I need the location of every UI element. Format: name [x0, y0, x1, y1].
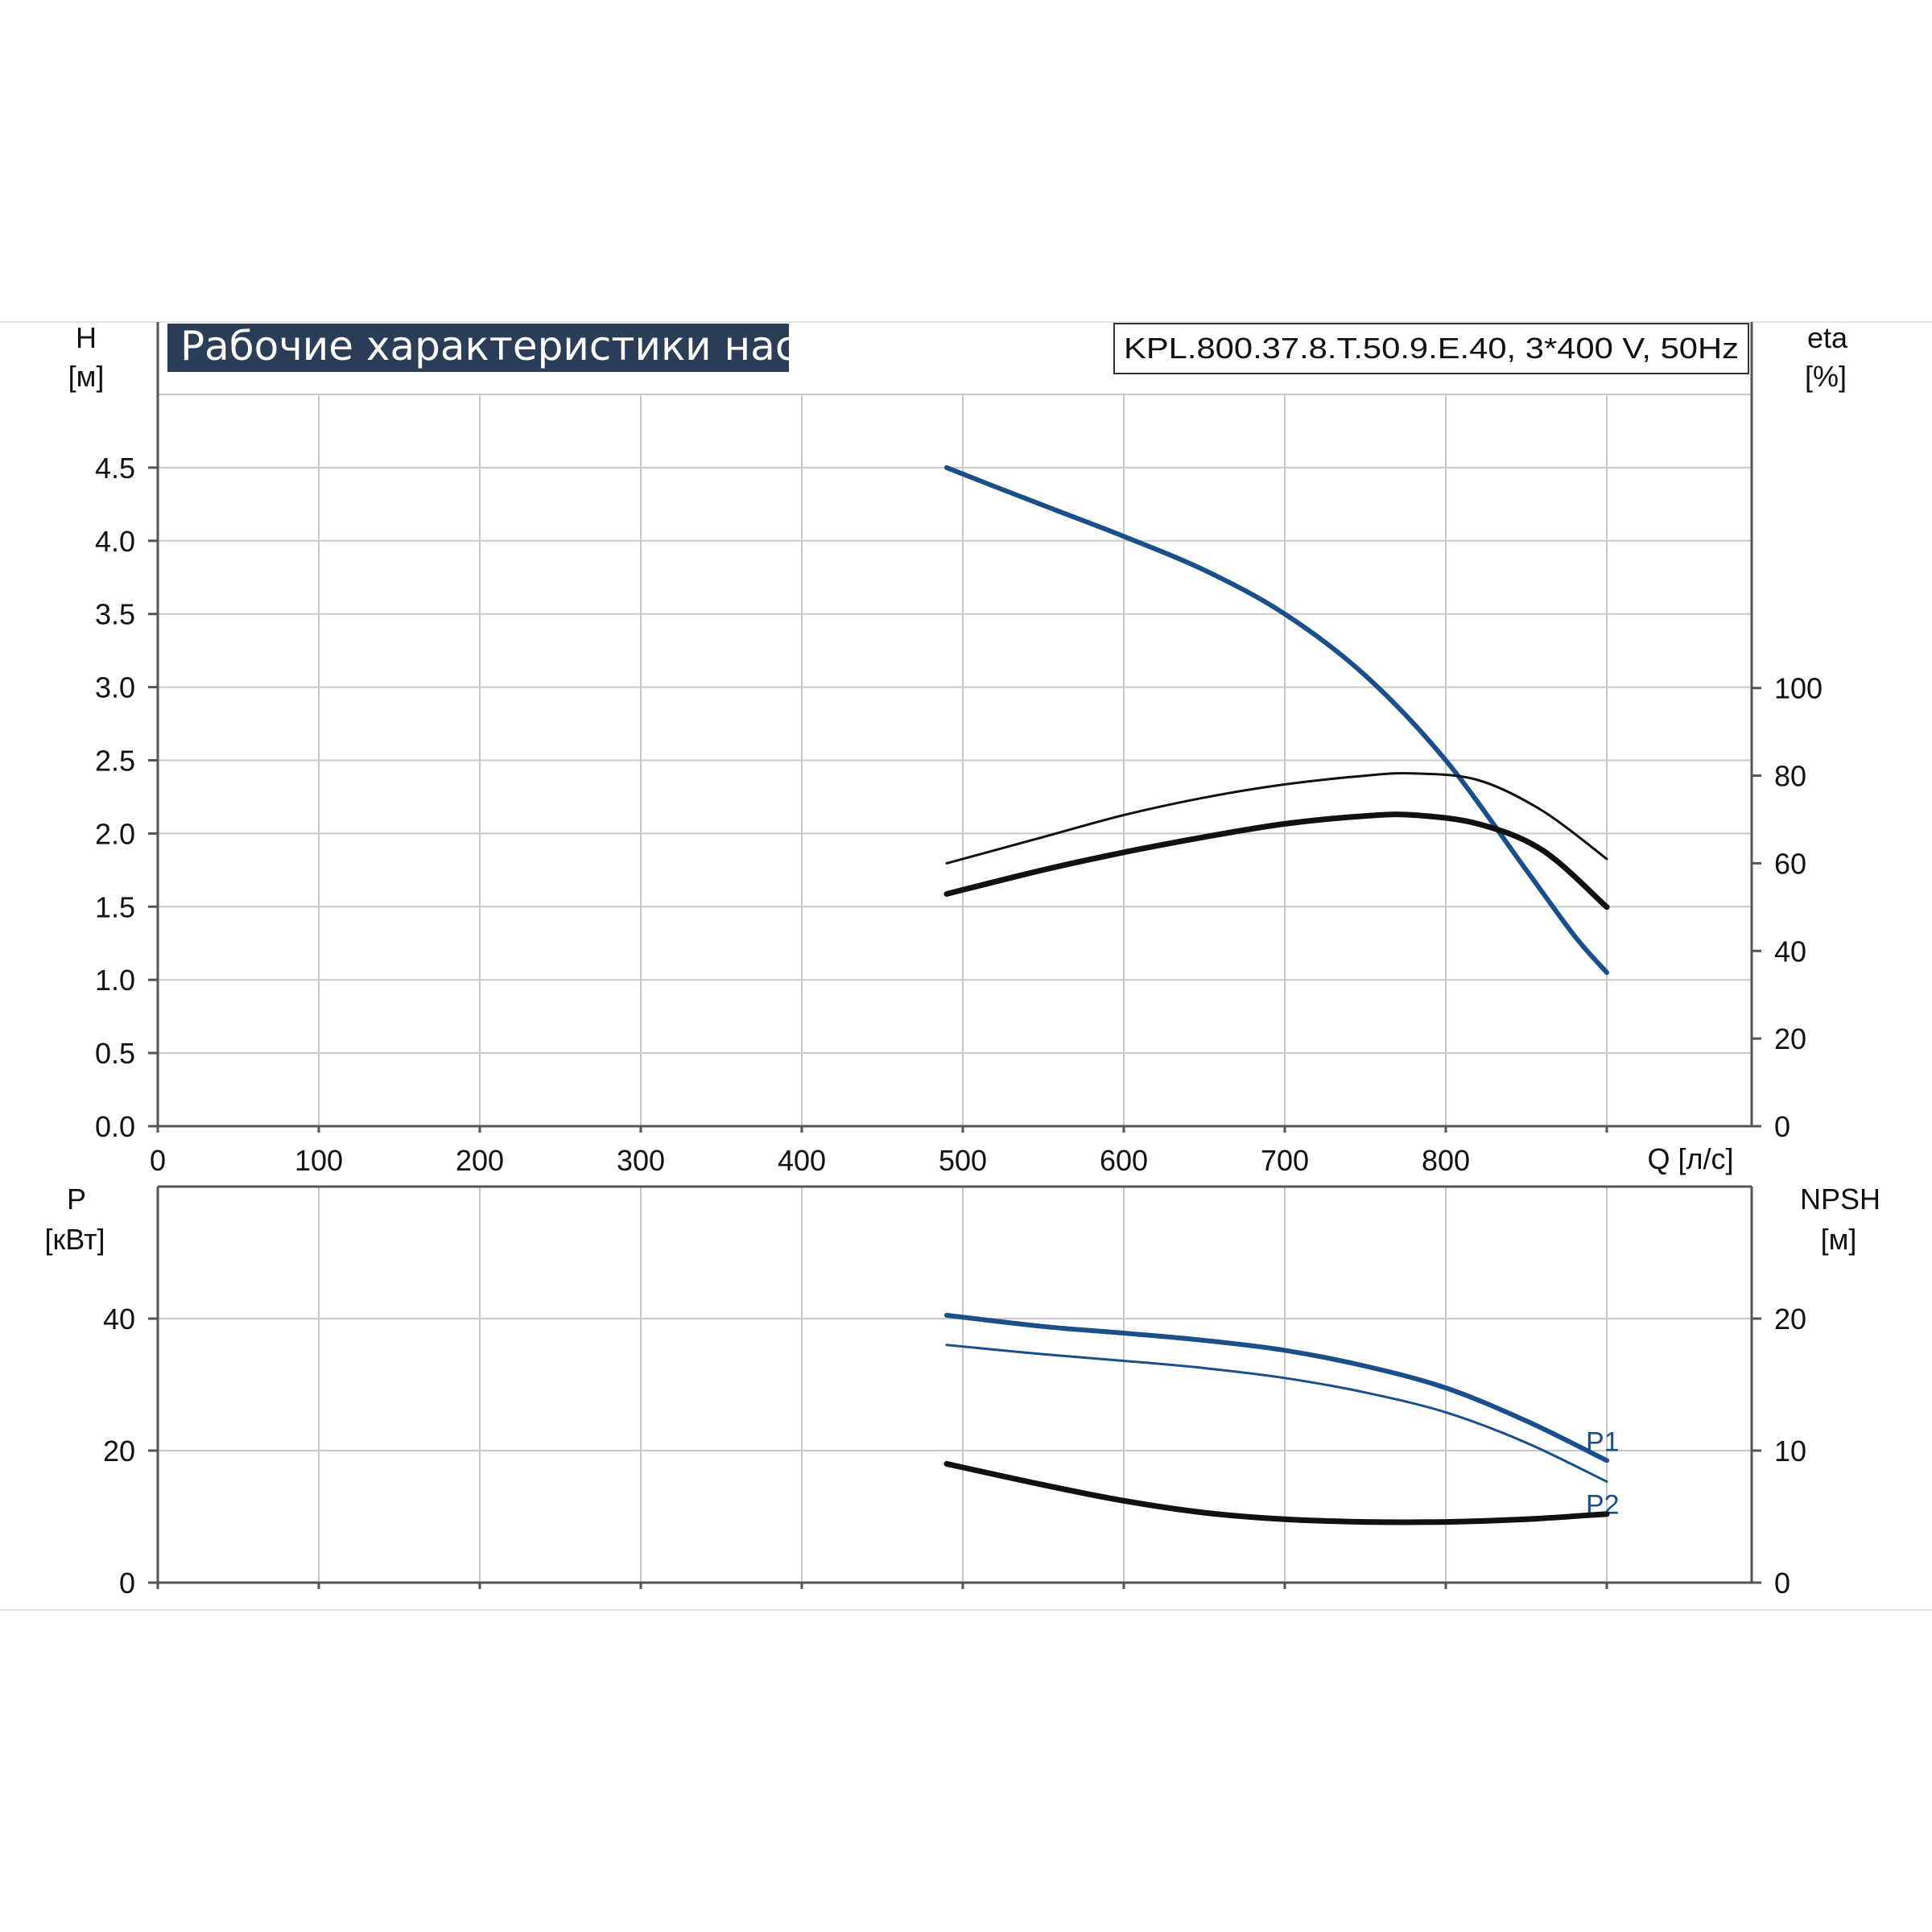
y-left-tick-label: 0 — [119, 1567, 135, 1600]
x-tick-label: 700 — [1261, 1144, 1309, 1177]
y-left-tick-label: 0.0 — [95, 1110, 135, 1143]
y-left-tick-label: 4.5 — [95, 452, 135, 485]
x-tick-label: 100 — [295, 1144, 343, 1177]
y-left-symbol-power: P — [67, 1183, 86, 1216]
y-left-tick-label: 2.0 — [95, 817, 135, 850]
y-left-symbol-head: H — [76, 321, 97, 354]
y-right-tick-label: 20 — [1774, 1302, 1806, 1335]
y-left-tick-label: 2.5 — [95, 745, 135, 778]
y-right-unit-eta: [%] — [1805, 360, 1847, 393]
head-efficiency-panel: 0.0 0.5 1.0 1.5 2.0 2.5 3.0 3.5 4.0 4.5 0 20 40 60 80 1… — [95, 322, 1823, 1177]
y-left-unit-head: [м] — [68, 360, 105, 393]
y-right-tick-label: 20 — [1774, 1022, 1806, 1055]
y-left-tick-label: 40 — [103, 1302, 135, 1335]
curve-label-p1: P1 — [1586, 1426, 1620, 1457]
y-right-tick-label: 60 — [1774, 847, 1806, 880]
x-tick-label: 300 — [617, 1144, 665, 1177]
y-right-tick-label: 40 — [1774, 935, 1806, 968]
y-right-tick-label: 80 — [1774, 760, 1806, 793]
y-left-tick-label: 1.0 — [95, 964, 135, 997]
x-axis-label: Q [л/с] — [1647, 1142, 1733, 1175]
y-right-tick-label: 100 — [1774, 672, 1823, 705]
head-curve — [944, 464, 1609, 976]
y-left-tick-label: 3.5 — [95, 598, 135, 631]
x-tick-label: 400 — [778, 1144, 826, 1177]
title-banner-background — [167, 324, 789, 372]
x-tick-label: 200 — [456, 1144, 504, 1177]
efficiency-curve-thick — [943, 811, 1610, 910]
power-curve-p2 — [945, 1344, 1608, 1483]
chart-title: Рабочие характеристики насоса — [180, 323, 869, 369]
y-right-tick-label: 0 — [1774, 1110, 1790, 1143]
x-tick-label: 800 — [1422, 1144, 1470, 1177]
y-right-tick-label: 10 — [1774, 1435, 1806, 1468]
x-tick-label: 600 — [1100, 1144, 1148, 1177]
efficiency-curve-thin — [945, 772, 1608, 865]
pump-model-label: KPL.800.37.8.T.50.9.E.40, 3*400 V, 50Hz — [1124, 332, 1739, 365]
y-right-unit-npsh: [м] — [1821, 1223, 1857, 1256]
x-tick-label: 500 — [939, 1144, 987, 1177]
title-banner: Рабочие характеристики насоса — [167, 323, 869, 372]
power-curve-p1 — [944, 1312, 1609, 1463]
model-box-frame — [1113, 323, 1749, 374]
y-left-unit-power: [кВт] — [44, 1223, 105, 1256]
y-right-symbol-npsh: NPSH — [1800, 1183, 1880, 1216]
y-right-symbol-eta: eta — [1807, 321, 1848, 354]
y-left-tick-label: 20 — [103, 1435, 135, 1468]
model-box: KPL.800.37.8.T.50.9.E.40, 3*400 V, 50Hz — [1113, 323, 1749, 374]
y-right-tick-label: 0 — [1774, 1567, 1790, 1600]
npsh-curve — [943, 1460, 1610, 1525]
x-tick-label: 0 — [150, 1144, 166, 1177]
y-left-tick-label: 0.5 — [95, 1037, 135, 1070]
y-left-tick-label: 4.0 — [95, 525, 135, 558]
y-left-tick-label: 3.0 — [95, 671, 135, 704]
y-left-tick-label: 1.5 — [95, 890, 135, 923]
